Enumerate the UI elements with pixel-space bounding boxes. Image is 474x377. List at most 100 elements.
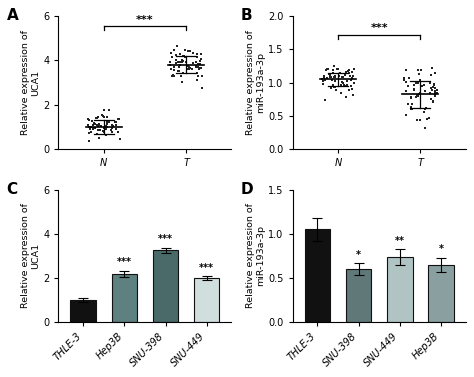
Point xyxy=(196,58,203,64)
Point xyxy=(319,78,327,84)
Point xyxy=(181,47,189,53)
Point xyxy=(199,85,206,91)
Point xyxy=(335,66,342,72)
Text: B: B xyxy=(241,8,252,23)
Point xyxy=(413,117,421,123)
Point xyxy=(176,59,183,65)
Y-axis label: Relative expression of
UCA1: Relative expression of UCA1 xyxy=(21,30,40,135)
Point xyxy=(197,65,204,71)
Point xyxy=(88,118,96,124)
Point xyxy=(189,60,197,66)
Point xyxy=(101,126,109,132)
Point xyxy=(102,126,110,132)
Point xyxy=(174,68,182,74)
Point xyxy=(170,67,178,74)
Point xyxy=(401,75,408,81)
Text: ***: *** xyxy=(158,234,173,244)
Bar xyxy=(346,269,371,322)
Point xyxy=(102,132,109,138)
Point xyxy=(178,73,185,79)
Point xyxy=(104,119,112,125)
Point xyxy=(320,73,328,79)
Point xyxy=(326,70,333,77)
Y-axis label: Relative expression of
miR-193a-3p: Relative expression of miR-193a-3p xyxy=(246,204,265,308)
Point xyxy=(345,70,353,76)
Point xyxy=(193,51,201,57)
Point xyxy=(176,62,184,68)
Point xyxy=(114,129,121,135)
Point xyxy=(422,105,430,111)
Point xyxy=(330,74,337,80)
Point xyxy=(402,67,410,73)
Text: **: ** xyxy=(395,236,405,245)
Point xyxy=(179,70,187,76)
Point xyxy=(102,124,110,130)
Point xyxy=(188,66,196,72)
Point xyxy=(412,94,419,100)
Point xyxy=(433,90,440,96)
Point xyxy=(419,83,426,89)
Text: ***: *** xyxy=(370,23,388,34)
Point xyxy=(193,70,201,76)
Point xyxy=(428,72,435,78)
Point xyxy=(323,75,331,81)
Point xyxy=(341,83,348,89)
Bar xyxy=(194,278,219,322)
Point xyxy=(91,126,99,132)
Point xyxy=(415,67,422,73)
Point xyxy=(108,122,116,128)
Point xyxy=(324,66,331,72)
Point xyxy=(175,67,182,74)
Point xyxy=(100,114,108,120)
Point xyxy=(174,59,182,65)
Point xyxy=(195,64,203,70)
Point xyxy=(184,48,192,54)
Point xyxy=(100,129,108,135)
Point xyxy=(410,86,418,92)
Point xyxy=(326,72,334,78)
Point xyxy=(86,138,93,144)
Point xyxy=(93,115,101,121)
Point xyxy=(423,116,431,122)
Point xyxy=(337,82,345,88)
Point xyxy=(430,81,438,87)
Point xyxy=(322,77,329,83)
Point xyxy=(111,120,119,126)
Point xyxy=(197,61,204,67)
Point xyxy=(192,58,200,64)
Point xyxy=(100,107,108,113)
Point xyxy=(416,118,423,124)
Point xyxy=(350,66,357,72)
Point xyxy=(192,59,200,65)
Point xyxy=(337,80,345,86)
Point xyxy=(95,122,102,128)
Text: ***: *** xyxy=(136,15,154,25)
Point xyxy=(90,122,97,128)
Point xyxy=(319,81,327,87)
Point xyxy=(341,72,349,78)
Point xyxy=(112,120,120,126)
Point xyxy=(401,77,408,83)
Point xyxy=(87,124,95,130)
Point xyxy=(194,77,201,83)
Point xyxy=(91,121,99,127)
Point xyxy=(431,93,438,99)
Point xyxy=(407,95,415,101)
Point xyxy=(338,74,346,80)
Point xyxy=(198,64,205,70)
Point xyxy=(430,81,438,87)
Point xyxy=(348,86,356,92)
Point xyxy=(351,80,358,86)
Point xyxy=(116,136,123,142)
Point xyxy=(194,64,202,70)
Point xyxy=(194,61,202,67)
Point xyxy=(330,84,337,90)
Point xyxy=(172,60,180,66)
Point xyxy=(167,61,174,67)
Point xyxy=(175,59,182,65)
Point xyxy=(415,71,423,77)
Point xyxy=(170,64,177,70)
Point xyxy=(405,75,413,81)
Point xyxy=(329,83,337,89)
Point xyxy=(180,53,188,59)
